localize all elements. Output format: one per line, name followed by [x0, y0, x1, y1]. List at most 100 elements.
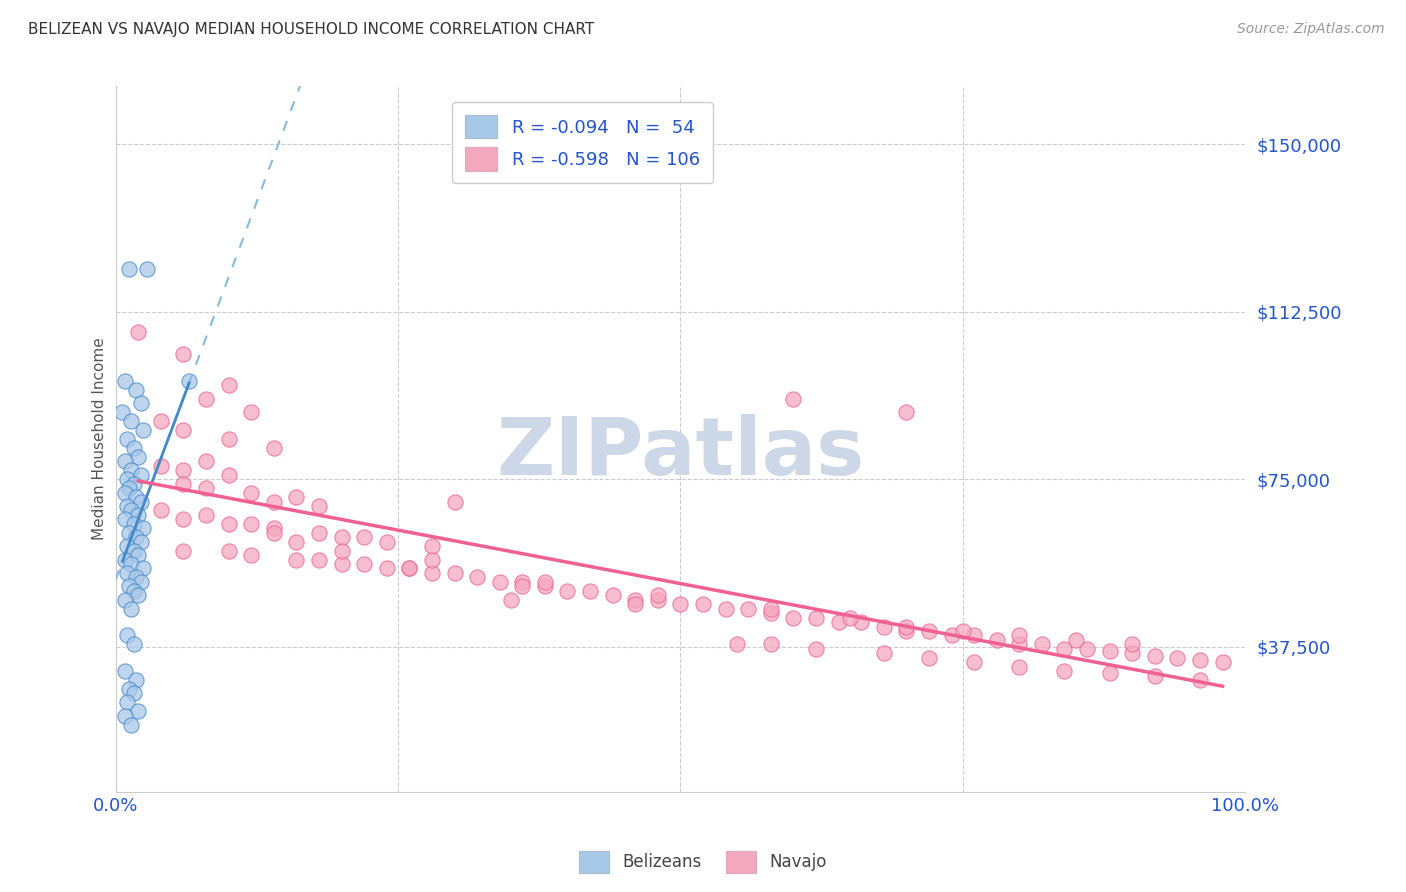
Point	[115, 566, 138, 580]
Point	[896, 405, 918, 419]
Point	[263, 494, 285, 508]
Point	[465, 570, 488, 584]
Point	[122, 441, 145, 455]
Point	[285, 534, 308, 549]
Point	[114, 592, 136, 607]
Point	[132, 423, 155, 437]
Point	[1212, 655, 1234, 669]
Point	[195, 454, 218, 468]
Point	[127, 588, 149, 602]
Point	[1188, 673, 1211, 687]
Point	[986, 632, 1008, 647]
Point	[121, 414, 143, 428]
Point	[172, 476, 194, 491]
Point	[129, 396, 152, 410]
Point	[263, 521, 285, 535]
Point	[398, 561, 420, 575]
Point	[285, 552, 308, 566]
Point	[1053, 664, 1076, 678]
Point	[172, 423, 194, 437]
Point	[114, 708, 136, 723]
Point	[115, 432, 138, 446]
Point	[127, 325, 149, 339]
Point	[330, 557, 353, 571]
Point	[918, 650, 941, 665]
Point	[172, 463, 194, 477]
Legend: Belizeans, Navajo: Belizeans, Navajo	[572, 845, 834, 880]
Point	[579, 583, 602, 598]
Point	[240, 548, 263, 562]
Point	[647, 588, 669, 602]
Point	[1098, 666, 1121, 681]
Point	[1188, 653, 1211, 667]
Point	[918, 624, 941, 638]
Legend: R = -0.094   N =  54, R = -0.598   N = 106: R = -0.094 N = 54, R = -0.598 N = 106	[453, 103, 713, 183]
Point	[115, 539, 138, 553]
Point	[714, 601, 737, 615]
Point	[499, 592, 522, 607]
Point	[1053, 641, 1076, 656]
Point	[443, 566, 465, 580]
Point	[375, 561, 398, 575]
Point	[122, 543, 145, 558]
Point	[963, 628, 986, 642]
Point	[118, 579, 141, 593]
Point	[692, 597, 714, 611]
Point	[115, 499, 138, 513]
Point	[873, 619, 896, 633]
Point	[330, 530, 353, 544]
Point	[218, 543, 240, 558]
Point	[114, 485, 136, 500]
Point	[1008, 659, 1031, 673]
Point	[759, 606, 782, 620]
Point	[172, 543, 194, 558]
Point	[873, 646, 896, 660]
Point	[759, 637, 782, 651]
Point	[759, 601, 782, 615]
Point	[172, 512, 194, 526]
Point	[172, 347, 194, 361]
Point	[218, 432, 240, 446]
Point	[129, 534, 152, 549]
Point	[827, 615, 849, 629]
Point	[195, 392, 218, 406]
Point	[285, 490, 308, 504]
Point	[127, 508, 149, 522]
Point	[804, 641, 827, 656]
Point	[132, 561, 155, 575]
Point	[647, 592, 669, 607]
Point	[114, 454, 136, 468]
Point	[125, 570, 148, 584]
Point	[952, 624, 974, 638]
Point	[838, 610, 860, 624]
Point	[127, 548, 149, 562]
Point	[782, 610, 804, 624]
Point	[118, 481, 141, 495]
Point	[963, 655, 986, 669]
Point	[121, 717, 143, 731]
Point	[669, 597, 692, 611]
Point	[218, 467, 240, 482]
Point	[263, 525, 285, 540]
Point	[375, 534, 398, 549]
Point	[115, 695, 138, 709]
Point	[624, 592, 647, 607]
Point	[1064, 632, 1087, 647]
Point	[941, 628, 963, 642]
Point	[125, 673, 148, 687]
Point	[118, 681, 141, 696]
Point	[240, 516, 263, 531]
Point	[114, 512, 136, 526]
Point	[122, 583, 145, 598]
Point	[136, 262, 159, 277]
Point	[1143, 648, 1166, 663]
Point	[1143, 668, 1166, 682]
Point	[118, 525, 141, 540]
Point	[129, 574, 152, 589]
Text: Source: ZipAtlas.com: Source: ZipAtlas.com	[1237, 22, 1385, 37]
Point	[308, 552, 330, 566]
Point	[114, 374, 136, 388]
Point	[1121, 637, 1143, 651]
Point	[114, 552, 136, 566]
Point	[132, 521, 155, 535]
